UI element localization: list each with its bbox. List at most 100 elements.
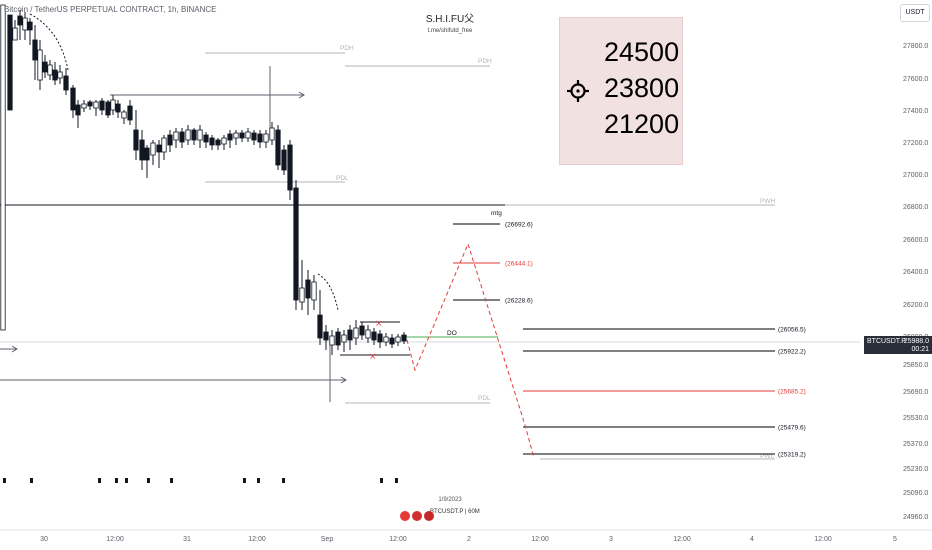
x-tick-label: 4 — [750, 536, 754, 543]
candle-body — [75, 104, 81, 116]
drawing-layer — [0, 13, 860, 460]
y-tick-label: 27200.0 — [903, 140, 928, 147]
session-marker — [170, 478, 173, 483]
session-marker — [147, 478, 150, 483]
candle-body — [42, 61, 48, 73]
candle-body — [263, 133, 269, 143]
candle-body — [127, 105, 133, 121]
candle-body — [371, 331, 377, 341]
session-markers — [3, 478, 398, 483]
y-tick-label: 25370.0 — [903, 441, 928, 448]
chart-title: Bitcoin / TetherUS PERPETUAL CONTRACT, 1… — [4, 5, 217, 14]
candle-body — [389, 337, 395, 345]
svg-text:×: × — [369, 352, 377, 362]
candle-body — [275, 129, 281, 166]
target-2: 23800 — [604, 73, 680, 103]
candle-body — [197, 129, 203, 141]
candle-body — [287, 144, 293, 191]
event-icons[interactable] — [400, 511, 436, 523]
session-marker — [125, 478, 128, 483]
price-tag-value: 25988.0 — [903, 338, 929, 345]
candle-body — [269, 127, 275, 141]
candle-body — [341, 334, 347, 343]
x-tick-label: 12:00 — [389, 536, 407, 543]
level-label: PDL — [336, 175, 349, 182]
candle-body — [191, 129, 197, 141]
crosshair-target-icon — [567, 80, 589, 107]
x-tick-label: 5 — [893, 536, 897, 543]
candle-body — [57, 71, 63, 79]
y-tick-label: 25690.0 — [903, 389, 928, 396]
price-axis[interactable]: 27800.0 27600.0 27400.0 27200.0 27000.0 26800… — [0, 43, 932, 531]
candlesticks — [0, 4, 407, 355]
projection-path — [406, 242, 535, 459]
date-label: 1/9/2023 — [438, 497, 462, 503]
projection-level-label: (26692.6) — [505, 222, 533, 229]
candle-body — [87, 101, 93, 107]
flag-icon[interactable] — [424, 511, 434, 521]
candle-body — [323, 331, 329, 341]
candle-body — [150, 142, 156, 156]
y-tick-label: 27400.0 — [903, 108, 928, 115]
session-marker — [98, 478, 101, 483]
candle-body — [156, 144, 162, 153]
candle-body — [81, 103, 87, 109]
candle-body — [329, 335, 335, 346]
candle-body — [63, 75, 69, 91]
level-label: PDL — [478, 395, 491, 402]
session-marker — [380, 478, 383, 483]
candle-body — [99, 100, 105, 111]
x-tick-label: 12:00 — [531, 536, 549, 543]
cross-marks: × × — [369, 319, 383, 362]
candle-body — [293, 187, 299, 301]
candle-body — [161, 137, 167, 153]
candle-body — [401, 334, 407, 342]
x-tick-label: 3 — [609, 536, 613, 543]
y-tick-label: 25230.0 — [903, 466, 928, 473]
candle-body — [37, 49, 43, 81]
candle-body — [179, 131, 185, 143]
candle-body — [365, 329, 371, 339]
flag-icon[interactable] — [412, 511, 422, 521]
candle-body — [7, 14, 13, 111]
candle-body — [305, 279, 311, 299]
y-tick-label: 25090.0 — [903, 490, 928, 497]
candle-body — [353, 327, 359, 339]
candle-body — [110, 99, 116, 111]
price-tag-symbol: BTCUSDT.P — [867, 338, 906, 345]
level-label: PWL — [760, 453, 774, 460]
candle-body — [93, 101, 99, 109]
projection-level-label: (26444.1) — [505, 261, 533, 268]
x-tick-label: 12:00 — [814, 536, 832, 543]
y-tick-label: 25530.0 — [903, 415, 928, 422]
candle-body — [251, 132, 257, 141]
level-label: mtg — [491, 210, 502, 217]
candle-body — [17, 15, 23, 26]
time-axis[interactable]: 30 12:00 31 12:00 Sep 12:00 2 12:00 3 12:00 4 12:00… — [40, 536, 897, 543]
watermark-subtitle: t.me/shifutd_free — [427, 28, 473, 34]
session-marker — [395, 478, 398, 483]
projection-level-label: (25922.2) — [778, 349, 806, 356]
candle-body — [0, 4, 6, 331]
candle-body — [209, 137, 215, 146]
candle-body — [12, 27, 18, 41]
level-labels: PDH PDH PDL PWH mtg DO PDL PWL — [336, 45, 775, 460]
y-tick-label: 27000.0 — [903, 172, 928, 179]
currency-button[interactable]: USDT — [900, 4, 930, 22]
watermark-title: S.H.I.FU父 — [425, 14, 475, 25]
candle-body — [245, 131, 251, 139]
candle-body — [133, 129, 139, 151]
x-tick-label: 31 — [183, 536, 191, 543]
session-marker — [243, 478, 246, 483]
projection-level-label: (25685.2) — [778, 389, 806, 396]
candle-body — [299, 287, 305, 303]
flash-icon[interactable] — [400, 511, 410, 521]
projection-level-label: (25319.2) — [778, 452, 806, 459]
y-tick-label: 26600.0 — [903, 237, 928, 244]
projection-level-label: (25479.6) — [778, 425, 806, 432]
session-marker — [3, 478, 6, 483]
session-marker — [257, 478, 260, 483]
projection-level-label: (26056.5) — [778, 327, 806, 334]
candle-body — [121, 111, 127, 119]
